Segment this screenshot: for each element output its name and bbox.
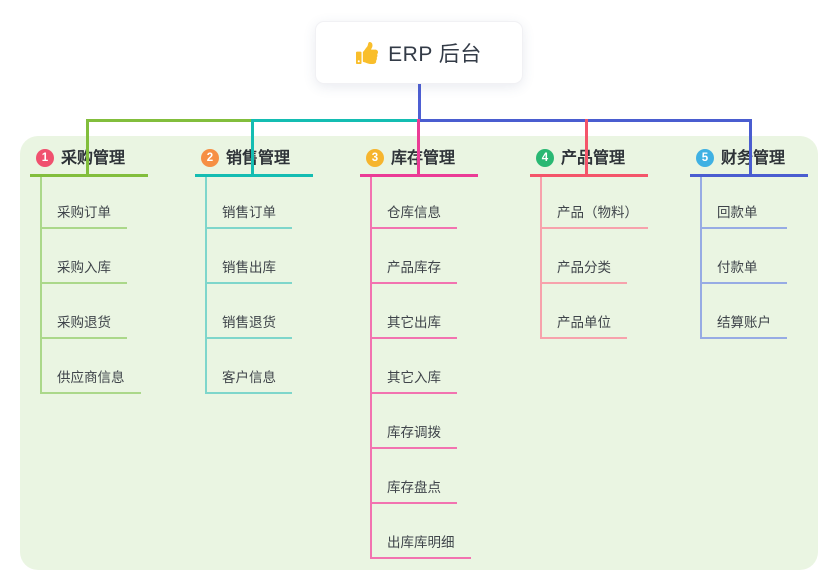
child-node[interactable]: 产品库存	[372, 229, 478, 284]
child-node[interactable]: 采购退货	[42, 284, 148, 339]
child-node[interactable]: 仓库信息	[372, 177, 478, 229]
child-node[interactable]: 付款单	[702, 229, 808, 284]
child-label: 产品分类	[542, 256, 627, 284]
child-node[interactable]: 销售出库	[207, 229, 313, 284]
child-label: 销售退货	[207, 311, 292, 339]
branch-node-purchase[interactable]: 1 采购管理	[30, 141, 148, 177]
child-label: 采购退货	[42, 311, 127, 339]
child-node[interactable]: 采购订单	[42, 177, 148, 229]
branch-children-product: 产品（物料） 产品分类 产品单位	[540, 177, 648, 339]
child-node[interactable]: 其它入库	[372, 339, 478, 394]
child-node[interactable]: 其它出库	[372, 284, 478, 339]
branch-product: 4 产品管理 产品（物料） 产品分类 产品单位	[530, 141, 648, 339]
branch-badge-4: 4	[536, 149, 554, 167]
child-label: 销售出库	[207, 256, 292, 284]
child-node[interactable]: 客户信息	[207, 339, 313, 394]
branch-node-sales[interactable]: 2 销售管理	[195, 141, 313, 177]
child-label: 库存盘点	[372, 476, 457, 504]
branch-children-sales: 销售订单 销售出库 销售退货 客户信息	[205, 177, 313, 394]
child-label: 客户信息	[207, 366, 292, 394]
child-label: 供应商信息	[42, 366, 141, 394]
drop-line-sales	[251, 119, 254, 177]
child-label: 其它入库	[372, 366, 457, 394]
child-node[interactable]: 产品（物料）	[542, 177, 648, 229]
root-connector-line	[418, 84, 421, 121]
child-label: 销售订单	[207, 201, 292, 229]
child-node[interactable]: 库存盘点	[372, 449, 478, 504]
child-node[interactable]: 销售订单	[207, 177, 313, 229]
drop-line-inventory	[417, 119, 420, 177]
branch-children-inventory: 仓库信息 产品库存 其它出库 其它入库 库存调拨 库存盘点 出库库明细	[370, 177, 478, 559]
bus-segment-teal	[252, 119, 420, 122]
branch-label-finance: 财务管理	[721, 150, 786, 167]
child-label: 库存调拨	[372, 421, 457, 449]
child-label: 产品库存	[372, 256, 457, 284]
child-node[interactable]: 回款单	[702, 177, 808, 229]
root-label: ERP 后台	[388, 42, 482, 66]
branch-inventory: 3 库存管理 仓库信息 产品库存 其它出库 其它入库 库存调拨 库存盘点 出库库…	[360, 141, 478, 559]
child-node[interactable]: 库存调拨	[372, 394, 478, 449]
child-label: 其它出库	[372, 311, 457, 339]
child-label: 采购入库	[42, 256, 127, 284]
branch-badge-1: 1	[36, 149, 54, 167]
branch-purchase: 1 采购管理 采购订单 采购入库 采购退货 供应商信息	[30, 141, 148, 394]
child-node[interactable]: 出库库明细	[372, 504, 478, 559]
child-label: 结算账户	[702, 311, 787, 339]
child-node[interactable]: 供应商信息	[42, 339, 148, 394]
child-label: 付款单	[702, 256, 787, 284]
child-label: 采购订单	[42, 201, 127, 229]
branch-badge-2: 2	[201, 149, 219, 167]
child-node[interactable]: 销售退货	[207, 284, 313, 339]
branch-badge-3: 3	[366, 149, 384, 167]
branch-children-purchase: 采购订单 采购入库 采购退货 供应商信息	[40, 177, 148, 394]
child-label: 仓库信息	[372, 201, 457, 229]
branch-label-inventory: 库存管理	[391, 150, 456, 167]
thumbs-up-icon	[356, 41, 379, 64]
branch-node-product[interactable]: 4 产品管理	[530, 141, 648, 177]
branch-label-purchase: 采购管理	[61, 150, 126, 167]
child-node[interactable]: 产品分类	[542, 229, 648, 284]
child-node[interactable]: 产品单位	[542, 284, 648, 339]
child-label: 产品单位	[542, 311, 627, 339]
child-label: 回款单	[702, 201, 787, 229]
child-label: 出库库明细	[372, 531, 471, 559]
branch-badge-5: 5	[696, 149, 714, 167]
branch-label-product: 产品管理	[561, 150, 626, 167]
branch-label-sales: 销售管理	[226, 150, 291, 167]
child-label: 产品（物料）	[542, 201, 648, 229]
bus-segment-green	[86, 119, 254, 122]
drop-line-finance	[749, 119, 752, 177]
child-node[interactable]: 采购入库	[42, 229, 148, 284]
drop-line-purchase	[86, 119, 89, 177]
branch-children-finance: 回款单 付款单 结算账户	[700, 177, 808, 339]
drop-line-product	[585, 119, 588, 177]
root-node[interactable]: ERP 后台	[315, 21, 523, 84]
branch-sales: 2 销售管理 销售订单 销售出库 销售退货 客户信息	[195, 141, 313, 394]
mindmap-panel: 1 采购管理 采购订单 采购入库 采购退货 供应商信息 2 销售管理 销售订单 …	[20, 136, 818, 570]
child-node[interactable]: 结算账户	[702, 284, 808, 339]
